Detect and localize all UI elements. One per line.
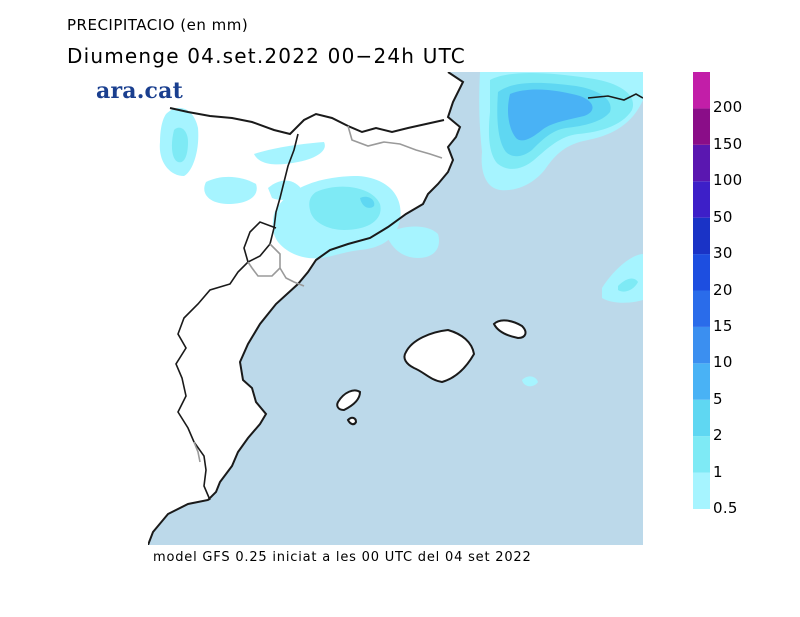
legend-swatch-50 <box>693 181 710 218</box>
legend-label-50: 50 <box>713 207 733 226</box>
legend-label-30: 30 <box>713 244 733 263</box>
island-formentera <box>346 416 358 426</box>
border-province-3 <box>279 267 305 287</box>
island-ibiza <box>336 389 362 412</box>
legend-label-5: 5 <box>713 389 723 408</box>
map-title: PRECIPITACIO (en mm) <box>67 16 249 34</box>
precip-band-2 <box>204 176 257 204</box>
legend-swatch-20 <box>693 254 710 291</box>
precip-coastal <box>386 226 440 258</box>
legend-label-20: 20 <box>713 280 733 299</box>
border-province-1 <box>347 125 443 159</box>
border-province-2 <box>247 243 281 277</box>
legend-label-150: 150 <box>713 134 743 153</box>
border-valencia <box>243 221 277 263</box>
legend-label-0.5: 0.5 <box>713 499 738 517</box>
legend-swatch-10 <box>693 326 710 364</box>
legend-swatch-2 <box>693 399 710 437</box>
precip-band-1 <box>254 142 325 165</box>
precip-patch-west-inner <box>171 127 188 163</box>
legend-label-1: 1 <box>713 462 723 481</box>
legend-swatch-150 <box>693 108 710 145</box>
legend-label-100: 100 <box>713 171 743 190</box>
border-aragon-catalonia <box>175 133 299 501</box>
border-france-north <box>587 93 643 101</box>
map-subtitle-date: Diumenge 04.set.2022 00−24h UTC <box>67 44 466 68</box>
border-france-spain <box>169 107 445 136</box>
legend-label-15: 15 <box>713 316 733 335</box>
precipitation-map <box>148 72 643 545</box>
legend-swatch-200 <box>693 72 710 109</box>
precip-central-core <box>360 196 375 208</box>
legend-label-200: 200 <box>713 98 743 117</box>
legend-label-2: 2 <box>713 426 723 445</box>
legend-swatch-15 <box>693 290 710 327</box>
model-info-footer: model GFS 0.25 iniciat a les 00 UTC del … <box>153 550 532 565</box>
legend-swatch-30 <box>693 217 710 255</box>
island-mallorca <box>403 328 476 384</box>
legend-swatch-100 <box>693 144 710 182</box>
legend-swatch-5 <box>693 363 710 400</box>
precipitation-legend-bar <box>693 72 710 509</box>
precip-small-patch <box>522 376 538 387</box>
legend-swatch-1 <box>693 436 710 473</box>
border-province-4 <box>193 441 201 463</box>
legend-label-10: 10 <box>713 353 733 372</box>
precip-ne-core <box>508 89 593 141</box>
ara-cat-logo: ara.cat <box>96 78 183 104</box>
precip-east-outer <box>602 254 643 303</box>
precip-east-inner <box>618 278 638 292</box>
legend-swatch-0.5 <box>693 472 710 509</box>
island-menorca <box>492 319 527 340</box>
